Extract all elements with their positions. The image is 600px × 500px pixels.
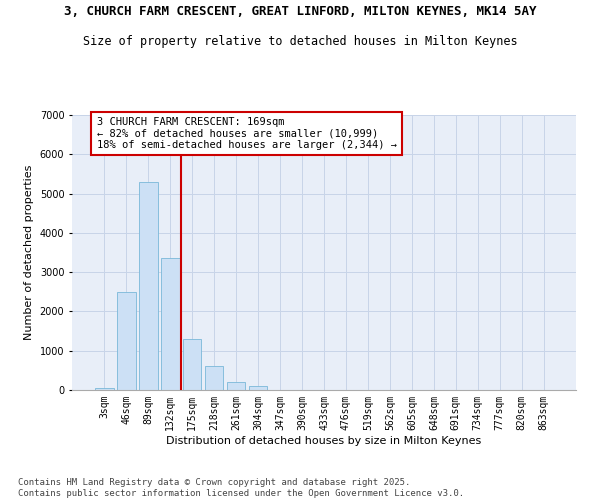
Bar [249,386,268,390]
Bar [183,339,202,390]
Bar [139,182,158,390]
Text: Contains HM Land Registry data © Crown copyright and database right 2025.
Contai: Contains HM Land Registry data © Crown c… [18,478,464,498]
Y-axis label: Number of detached properties: Number of detached properties [24,165,34,340]
Bar [161,258,179,390]
Bar [205,366,223,390]
Text: 3 CHURCH FARM CRESCENT: 169sqm
← 82% of detached houses are smaller (10,999)
18%: 3 CHURCH FARM CRESCENT: 169sqm ← 82% of … [97,117,397,150]
Bar [227,382,245,390]
Text: Size of property relative to detached houses in Milton Keynes: Size of property relative to detached ho… [83,35,517,48]
Bar [95,388,113,390]
Text: 3, CHURCH FARM CRESCENT, GREAT LINFORD, MILTON KEYNES, MK14 5AY: 3, CHURCH FARM CRESCENT, GREAT LINFORD, … [64,5,536,18]
Bar [117,292,136,390]
X-axis label: Distribution of detached houses by size in Milton Keynes: Distribution of detached houses by size … [166,436,482,446]
